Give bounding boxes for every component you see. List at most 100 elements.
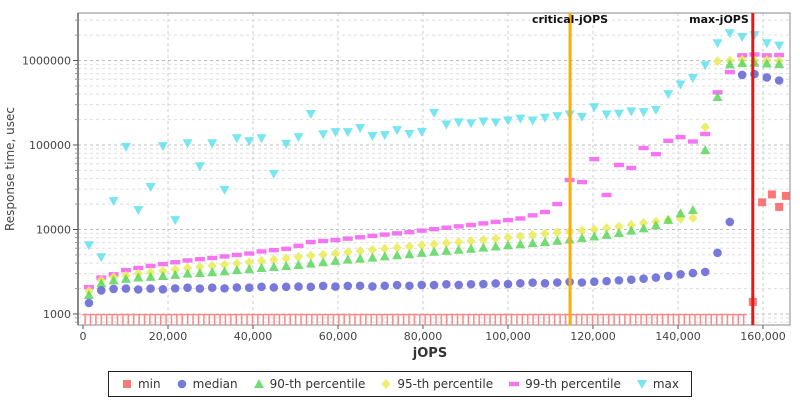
marker-p90 — [429, 246, 440, 256]
marker-p95 — [577, 225, 587, 236]
chart-legend: min median 90-th percentile 95-th percentil… — [107, 371, 693, 397]
marker-p90 — [490, 241, 501, 251]
marker-median — [651, 273, 661, 282]
marker-min-clipped — [719, 313, 726, 325]
marker-min-clipped — [497, 313, 504, 325]
marker-p90 — [687, 205, 698, 215]
marker-p90 — [83, 289, 94, 299]
marker-median — [442, 279, 451, 289]
marker-min-clipped — [611, 313, 618, 325]
marker-p90 — [650, 220, 661, 230]
marker-min-clipped — [119, 313, 126, 325]
marker-p95 — [404, 241, 414, 252]
marker-max — [576, 112, 587, 122]
marker-p90 — [231, 265, 242, 275]
marker-p95 — [589, 224, 599, 235]
marker-p95 — [232, 258, 242, 269]
marker-max — [244, 137, 255, 147]
marker-min-clipped — [325, 313, 332, 325]
marker-median — [269, 283, 279, 292]
marker-p95 — [330, 248, 341, 259]
marker-p99 — [539, 209, 550, 215]
marker-min-clipped — [740, 313, 747, 325]
legend-item-max: max — [636, 377, 679, 391]
legend-label-median: median — [192, 377, 238, 391]
y-tick-label: 100000 — [29, 139, 71, 152]
marker-p99 — [231, 252, 242, 258]
marker-min-clipped — [260, 313, 267, 325]
marker-min-clipped — [292, 313, 299, 325]
marker-max — [687, 74, 698, 84]
marker-median — [343, 281, 353, 291]
marker-max — [133, 206, 144, 216]
marker-min-clipped — [163, 313, 170, 325]
marker-p90 — [367, 252, 378, 262]
legend-label-p99: 99-th percentile — [525, 377, 621, 391]
marker-min-clipped — [600, 313, 607, 325]
marker-p90 — [268, 261, 279, 271]
marker-median — [516, 278, 525, 288]
legend-marker-p90-icon — [253, 379, 264, 388]
marker-min-clipped — [416, 313, 423, 325]
legend-marker-p99-icon — [509, 381, 520, 387]
marker-min-clipped — [206, 313, 213, 325]
marker-p90 — [576, 233, 587, 243]
marker-min-clipped — [540, 313, 547, 325]
legend-marker-max-icon — [636, 380, 647, 389]
marker-min-clipped — [729, 313, 736, 325]
marker-p95 — [195, 261, 205, 272]
marker-min-clipped — [400, 313, 407, 325]
marker-min-clipped — [168, 313, 175, 325]
marker-median — [602, 276, 611, 286]
marker-min-clipped — [675, 313, 682, 325]
marker-max — [145, 183, 156, 193]
marker-min-clipped — [584, 313, 591, 325]
legend-label-max: max — [652, 377, 680, 391]
marker-p99 — [145, 263, 156, 269]
marker-p99 — [675, 134, 686, 140]
marker-p90 — [675, 208, 686, 218]
marker-min — [775, 202, 784, 211]
marker-median — [355, 281, 365, 291]
marker-p90 — [120, 273, 131, 283]
marker-p95 — [614, 221, 624, 232]
marker-p99 — [379, 232, 390, 237]
legend-item-p99: 99-th percentile — [508, 377, 621, 391]
legend-label-min: min — [137, 377, 161, 391]
marker-min — [758, 198, 767, 207]
marker-median — [158, 285, 168, 294]
legend-label-p90: 90-th percentile — [269, 377, 366, 391]
x-tick-label: 20,000 — [149, 330, 188, 343]
marker-max — [182, 139, 193, 149]
marker-median — [688, 268, 698, 278]
legend-marker-p95-icon — [381, 379, 391, 389]
legend-label-p95: 95-th percentile — [397, 377, 494, 391]
marker-min-clipped — [368, 313, 375, 325]
marker-p99 — [663, 138, 674, 144]
marker-max — [712, 39, 723, 49]
marker-min-clipped — [249, 313, 256, 325]
marker-max — [503, 116, 513, 126]
marker-min-clipped — [692, 313, 699, 325]
marker-max — [589, 103, 600, 113]
marker-p90 — [478, 242, 489, 252]
marker-p95 — [515, 231, 525, 242]
marker-min-clipped — [152, 313, 159, 325]
marker-p90 — [737, 58, 748, 68]
legend-marker-p95 — [381, 379, 391, 389]
marker-p99 — [515, 216, 526, 221]
x-tick-label: 140,000 — [655, 330, 701, 343]
marker-min-clipped — [87, 313, 94, 325]
marker-p95 — [638, 218, 649, 229]
marker-min-clipped — [465, 313, 472, 325]
marker-p95 — [170, 264, 180, 275]
marker-min-clipped — [535, 313, 542, 325]
marker-max — [626, 107, 637, 117]
marker-min-clipped — [346, 313, 353, 325]
marker-p90 — [194, 267, 205, 277]
marker-min-clipped — [98, 313, 105, 325]
marker-min-clipped — [616, 313, 623, 325]
marker-p90 — [219, 266, 230, 276]
marker-median — [737, 70, 747, 80]
marker-p95 — [688, 212, 698, 223]
